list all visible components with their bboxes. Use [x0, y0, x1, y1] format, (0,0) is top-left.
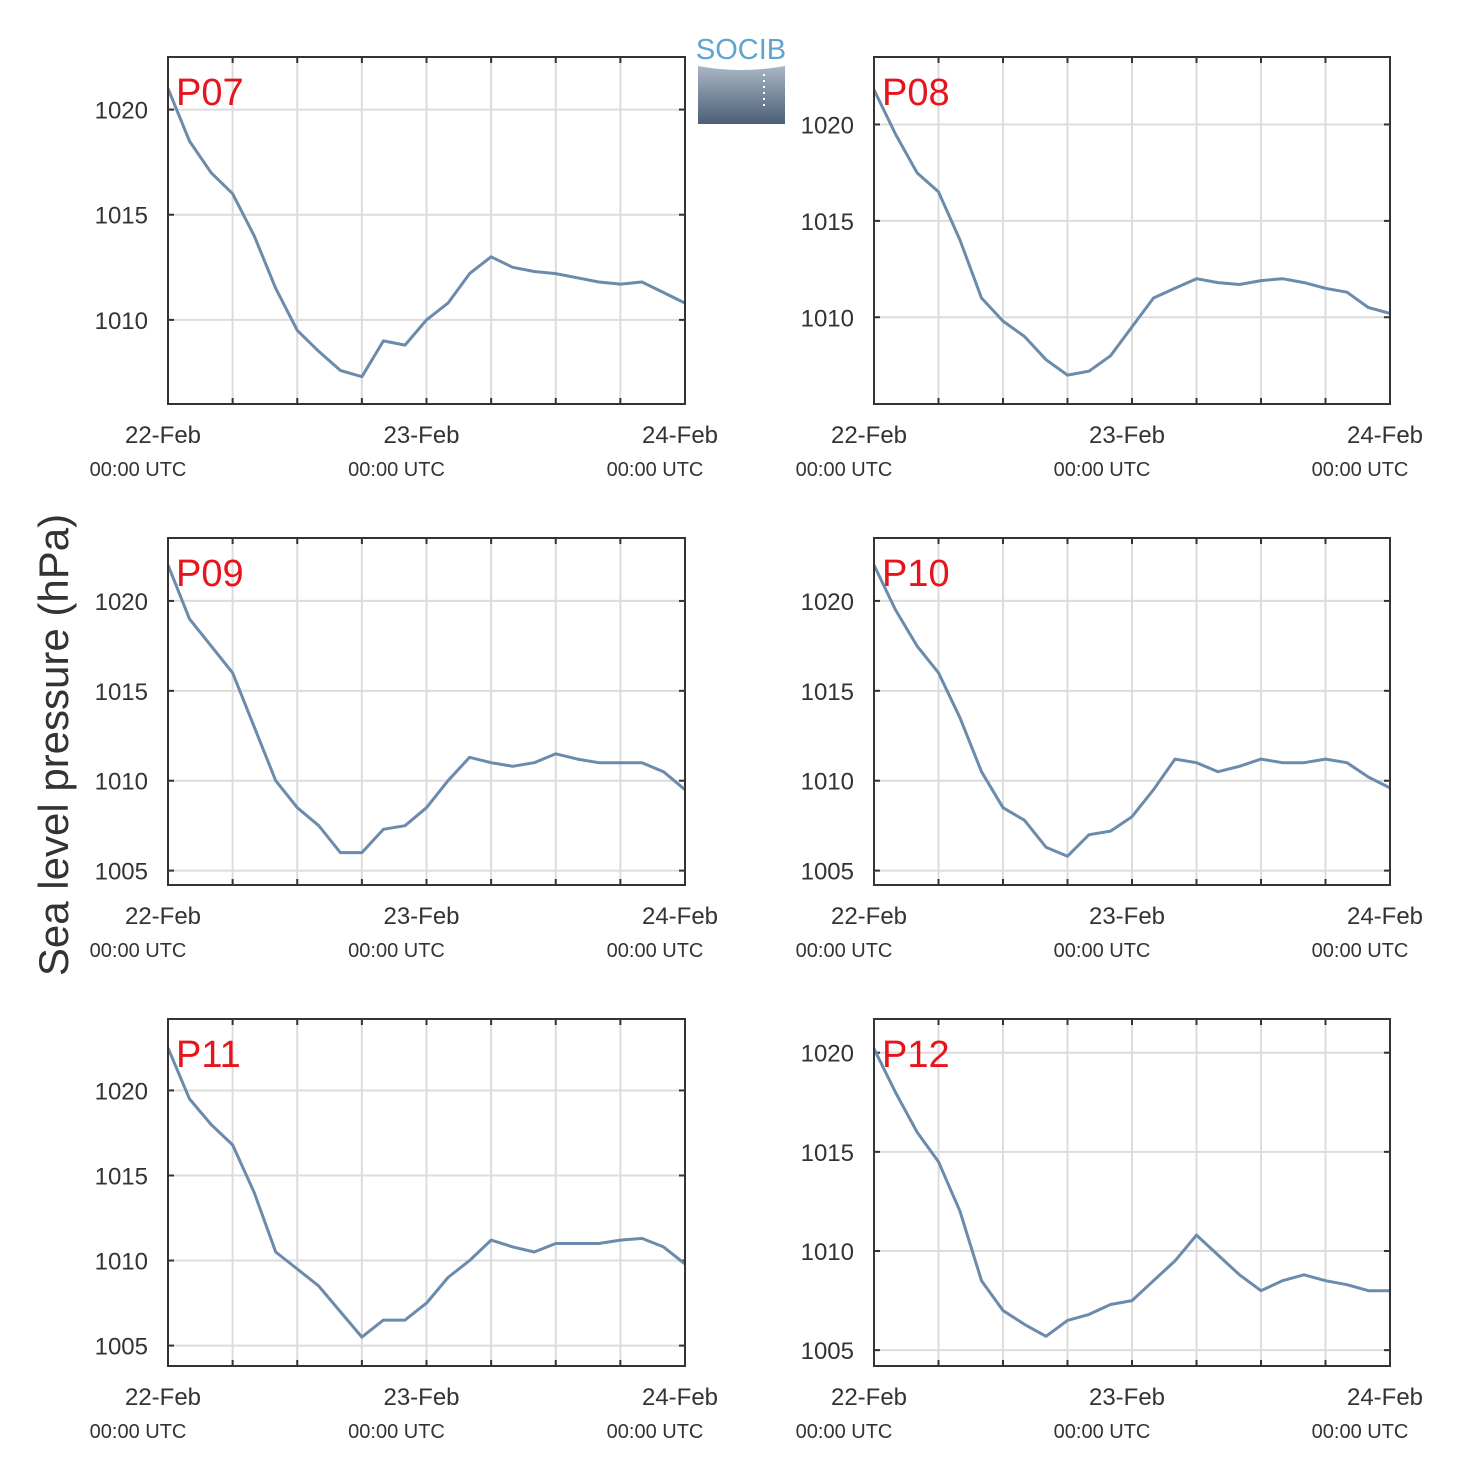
- x-tick-time-label: 00:00 UTC: [90, 1421, 187, 1443]
- x-tick-date-label: 22-Feb: [125, 422, 201, 449]
- plot-frame: [873, 56, 1391, 405]
- panel-label: P12: [882, 1034, 950, 1076]
- panel-label: P11: [176, 1034, 241, 1076]
- series-line-p12: [874, 1048, 1390, 1338]
- x-tick-time-label: 00:00 UTC: [607, 1421, 704, 1443]
- logo-wave: [698, 66, 785, 124]
- x-tick-date-label: 24-Feb: [1347, 1384, 1423, 1411]
- x-tick-date-label: 22-Feb: [831, 1384, 907, 1411]
- panel-label: P08: [882, 72, 950, 114]
- series-line-p07: [168, 87, 685, 379]
- y-axis-label: Sea level pressure (hPa): [30, 514, 77, 976]
- y-tick-label: 1020: [95, 1078, 148, 1105]
- x-tick-time-label: 00:00 UTC: [348, 1421, 445, 1443]
- y-tick-label: 1010: [801, 769, 854, 796]
- y-tick-label: 1010: [801, 1239, 854, 1266]
- panel-p10: 1005 1010 1015 1020 P10 22-Feb 00:00 UTC 23-Feb…: [796, 537, 1423, 962]
- series-line-p08: [874, 89, 1390, 377]
- x-tick-date-label: 22-Feb: [831, 903, 907, 930]
- x-tick-time-label: 00:00 UTC: [607, 940, 704, 962]
- x-tick-time-label: 00:00 UTC: [348, 940, 445, 962]
- x-tick-date-label: 22-Feb: [125, 903, 201, 930]
- plot-frame: [167, 537, 686, 886]
- x-tick-date-label: 24-Feb: [1347, 422, 1423, 449]
- x-tick-time-label: 00:00 UTC: [796, 459, 893, 481]
- x-tick-time-label: 00:00 UTC: [1312, 940, 1409, 962]
- panel-label: P09: [176, 553, 244, 595]
- x-tick-date-label: 23-Feb: [1089, 903, 1165, 930]
- panel-p07: 1010 1015 1020 P07 22-Feb 00:00 UTC 23-Feb 00:0…: [90, 56, 718, 481]
- x-tick-date-label: 24-Feb: [642, 903, 718, 930]
- series-line-p09: [168, 564, 685, 855]
- x-tick-date-label: 23-Feb: [1089, 422, 1165, 449]
- y-tick-label: 1015: [801, 1140, 854, 1167]
- logo-text: SOCIB: [696, 34, 786, 66]
- y-tick-label: 1005: [801, 1338, 854, 1365]
- x-tick-date-label: 22-Feb: [831, 422, 907, 449]
- panel-p12: 1005 1010 1015 1020 P12 22-Feb 00:00 UTC 23-Feb…: [796, 1018, 1423, 1443]
- x-tick-date-label: 23-Feb: [383, 422, 459, 449]
- x-tick-time-label: 00:00 UTC: [796, 940, 893, 962]
- y-tick-label: 1015: [801, 679, 854, 706]
- y-tick-label: 1010: [95, 1249, 148, 1276]
- y-tick-label: 1020: [95, 589, 148, 616]
- y-tick-label: 1005: [95, 859, 148, 886]
- panel-label: P07: [176, 72, 244, 114]
- plot-frame: [873, 537, 1391, 886]
- y-tick-label: 1020: [801, 1041, 854, 1068]
- panel-p11: 1005 1010 1015 1020 P11 22-Feb 00:00 UTC 23-Feb…: [90, 1018, 718, 1443]
- plot-frame: [873, 1018, 1391, 1367]
- x-tick-date-label: 23-Feb: [383, 1384, 459, 1411]
- series-line-p10: [874, 564, 1390, 858]
- panels: 1010 1015 1020 P07 22-Feb 00:00 UTC 23-Feb 00:0…: [90, 56, 1423, 1443]
- plot-frame: [167, 1018, 686, 1367]
- y-tick-label: 1015: [801, 209, 854, 236]
- y-tick-label: 1010: [95, 769, 148, 796]
- y-tick-label: 1010: [95, 308, 148, 335]
- y-tick-label: 1015: [95, 203, 148, 230]
- y-tick-label: 1020: [801, 589, 854, 616]
- x-tick-time-label: 00:00 UTC: [1312, 459, 1409, 481]
- x-tick-time-label: 00:00 UTC: [90, 940, 187, 962]
- plot-frame: [167, 56, 686, 405]
- x-tick-date-label: 24-Feb: [642, 422, 718, 449]
- x-tick-date-label: 23-Feb: [383, 903, 459, 930]
- y-tick-label: 1005: [95, 1334, 148, 1361]
- x-tick-time-label: 00:00 UTC: [1312, 1421, 1409, 1443]
- x-tick-date-label: 24-Feb: [642, 1384, 718, 1411]
- y-tick-label: 1005: [801, 859, 854, 886]
- y-tick-label: 1015: [95, 1163, 148, 1190]
- y-tick-label: 1010: [801, 305, 854, 332]
- y-tick-label: 1015: [95, 679, 148, 706]
- x-tick-date-label: 22-Feb: [125, 1384, 201, 1411]
- x-tick-date-label: 23-Feb: [1089, 1384, 1165, 1411]
- series-line-p11: [168, 1047, 685, 1339]
- panel-p08: 1010 1015 1020 P08 22-Feb 00:00 UTC 23-Feb 00:0…: [796, 56, 1423, 481]
- panel-label: P10: [882, 553, 950, 595]
- y-tick-label: 1020: [95, 98, 148, 125]
- x-tick-time-label: 00:00 UTC: [1054, 459, 1151, 481]
- x-tick-time-label: 00:00 UTC: [796, 1421, 893, 1443]
- x-tick-time-label: 00:00 UTC: [607, 459, 704, 481]
- y-tick-label: 1020: [801, 112, 854, 139]
- socib-logo: SOCIB: [696, 34, 786, 124]
- x-tick-time-label: 00:00 UTC: [1054, 1421, 1151, 1443]
- x-tick-time-label: 00:00 UTC: [90, 459, 187, 481]
- x-tick-time-label: 00:00 UTC: [348, 459, 445, 481]
- x-tick-time-label: 00:00 UTC: [1054, 940, 1151, 962]
- panel-p09: 1005 1010 1015 1020 P09 22-Feb 00:00 UTC 23-Feb…: [90, 537, 718, 962]
- x-tick-date-label: 24-Feb: [1347, 903, 1423, 930]
